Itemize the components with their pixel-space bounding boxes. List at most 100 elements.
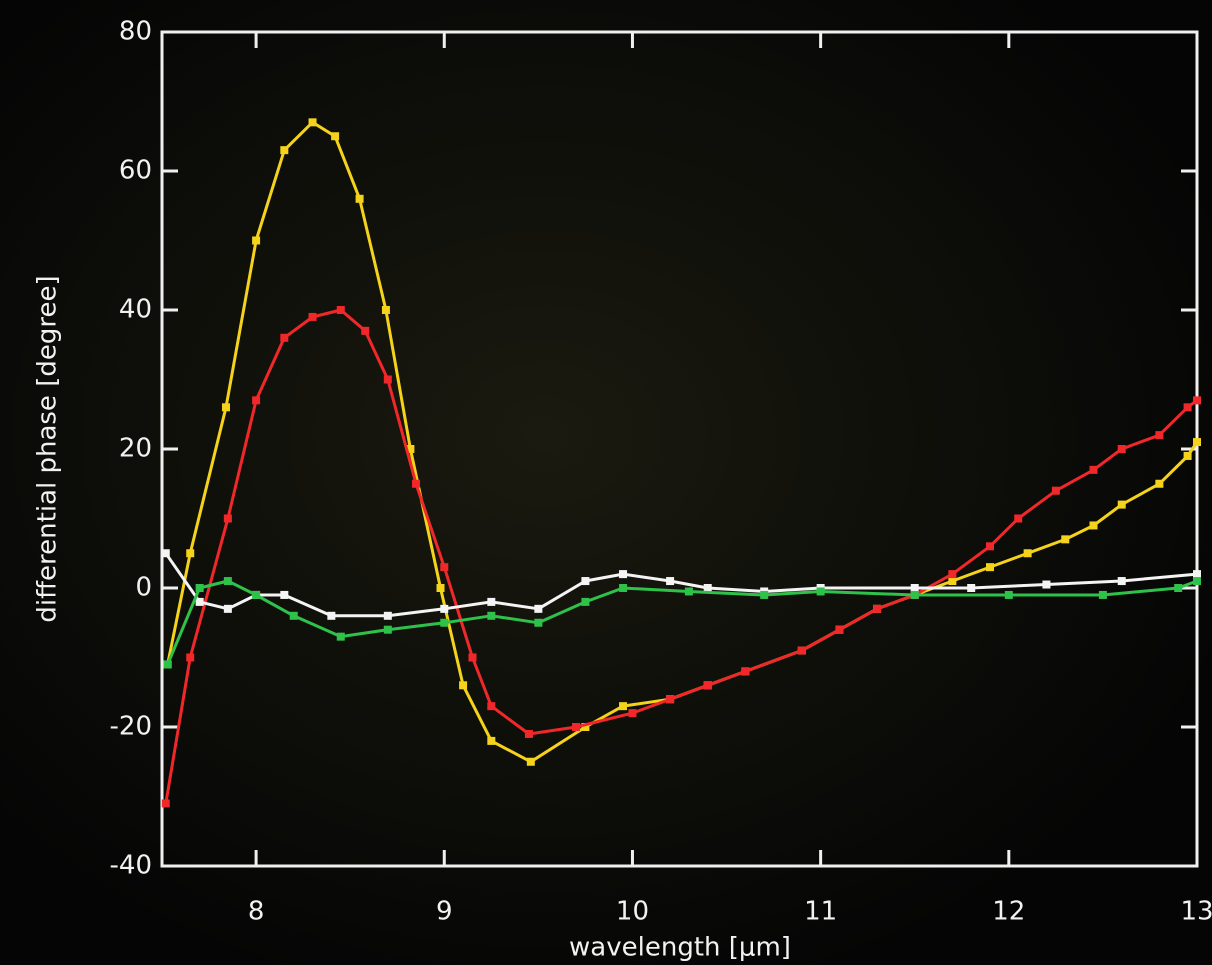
data-point xyxy=(1193,396,1201,404)
data-point xyxy=(164,660,172,668)
data-point xyxy=(186,549,194,557)
data-point xyxy=(1099,591,1107,599)
data-point xyxy=(487,612,495,620)
data-point xyxy=(224,515,232,523)
data-point xyxy=(948,577,956,585)
data-point xyxy=(356,195,364,203)
data-point xyxy=(525,730,533,738)
data-point xyxy=(1184,403,1192,411)
data-point xyxy=(440,605,448,613)
data-point xyxy=(1193,438,1201,446)
data-point xyxy=(1014,515,1022,523)
data-point xyxy=(440,563,448,571)
data-point xyxy=(186,654,194,662)
data-point xyxy=(224,605,232,613)
data-point xyxy=(581,598,589,606)
data-point xyxy=(741,667,749,675)
data-point xyxy=(911,591,919,599)
data-point xyxy=(1052,487,1060,495)
data-point xyxy=(986,542,994,550)
data-point xyxy=(817,587,825,595)
data-point xyxy=(527,758,535,766)
data-point xyxy=(337,633,345,641)
data-point xyxy=(196,598,204,606)
x-axis-label: wavelength [μm] xyxy=(569,933,791,963)
data-point xyxy=(1090,521,1098,529)
data-point xyxy=(798,647,806,655)
y-tick-label: -40 xyxy=(110,851,152,881)
data-point xyxy=(1061,535,1069,543)
data-point xyxy=(619,570,627,578)
y-tick-label: 20 xyxy=(119,434,152,464)
data-point xyxy=(1184,452,1192,460)
y-tick-label: -20 xyxy=(110,712,152,742)
data-point xyxy=(222,403,230,411)
data-point xyxy=(459,681,467,689)
y-tick-label: 0 xyxy=(135,573,152,603)
data-point xyxy=(619,584,627,592)
x-tick-label: 10 xyxy=(616,897,649,927)
data-point xyxy=(162,799,170,807)
data-point xyxy=(382,306,390,314)
data-point xyxy=(1118,501,1126,509)
data-point xyxy=(760,591,768,599)
data-point xyxy=(619,702,627,710)
data-point xyxy=(290,612,298,620)
y-axis-label: differential phase [degree] xyxy=(33,275,63,622)
data-point xyxy=(309,118,317,126)
data-point xyxy=(704,681,712,689)
data-point xyxy=(440,619,448,627)
data-point xyxy=(280,334,288,342)
data-point xyxy=(1118,445,1126,453)
data-point xyxy=(309,313,317,321)
data-point xyxy=(412,480,420,488)
data-point xyxy=(967,584,975,592)
background xyxy=(0,0,1212,965)
page: {"chart_data": {"type": "line", "x_label… xyxy=(0,0,1212,965)
data-point xyxy=(534,605,542,613)
data-point xyxy=(252,237,260,245)
data-point xyxy=(986,563,994,571)
data-point xyxy=(280,591,288,599)
data-point xyxy=(1155,431,1163,439)
data-point xyxy=(487,598,495,606)
data-point xyxy=(196,584,204,592)
data-point xyxy=(666,577,674,585)
data-point xyxy=(1042,581,1050,589)
data-point xyxy=(1193,570,1201,578)
data-point xyxy=(437,584,445,592)
data-point xyxy=(337,306,345,314)
y-tick-label: 40 xyxy=(119,295,152,325)
data-point xyxy=(911,584,919,592)
data-point xyxy=(487,702,495,710)
data-point xyxy=(252,396,260,404)
data-point xyxy=(534,619,542,627)
data-point xyxy=(1005,591,1013,599)
data-point xyxy=(873,605,881,613)
data-point xyxy=(572,723,580,731)
data-point xyxy=(1090,466,1098,474)
data-point xyxy=(1174,584,1182,592)
data-point xyxy=(1118,577,1126,585)
data-point xyxy=(252,591,260,599)
data-point xyxy=(327,612,335,620)
data-point xyxy=(628,709,636,717)
data-point xyxy=(948,570,956,578)
data-point xyxy=(581,577,589,585)
data-point xyxy=(835,626,843,634)
y-tick-label: 60 xyxy=(119,156,152,186)
data-point xyxy=(224,577,232,585)
data-point xyxy=(487,737,495,745)
chart: differential phase [degree] wavelength [… xyxy=(0,0,1212,965)
data-point xyxy=(361,327,369,335)
x-tick-label: 12 xyxy=(992,897,1025,927)
data-point xyxy=(384,376,392,384)
data-point xyxy=(162,549,170,557)
x-tick-label: 13 xyxy=(1180,897,1212,927)
x-tick-label: 9 xyxy=(436,897,453,927)
data-point xyxy=(666,695,674,703)
data-point xyxy=(331,132,339,140)
y-tick-label: 80 xyxy=(119,17,152,47)
x-tick-label: 11 xyxy=(804,897,837,927)
data-point xyxy=(1155,480,1163,488)
